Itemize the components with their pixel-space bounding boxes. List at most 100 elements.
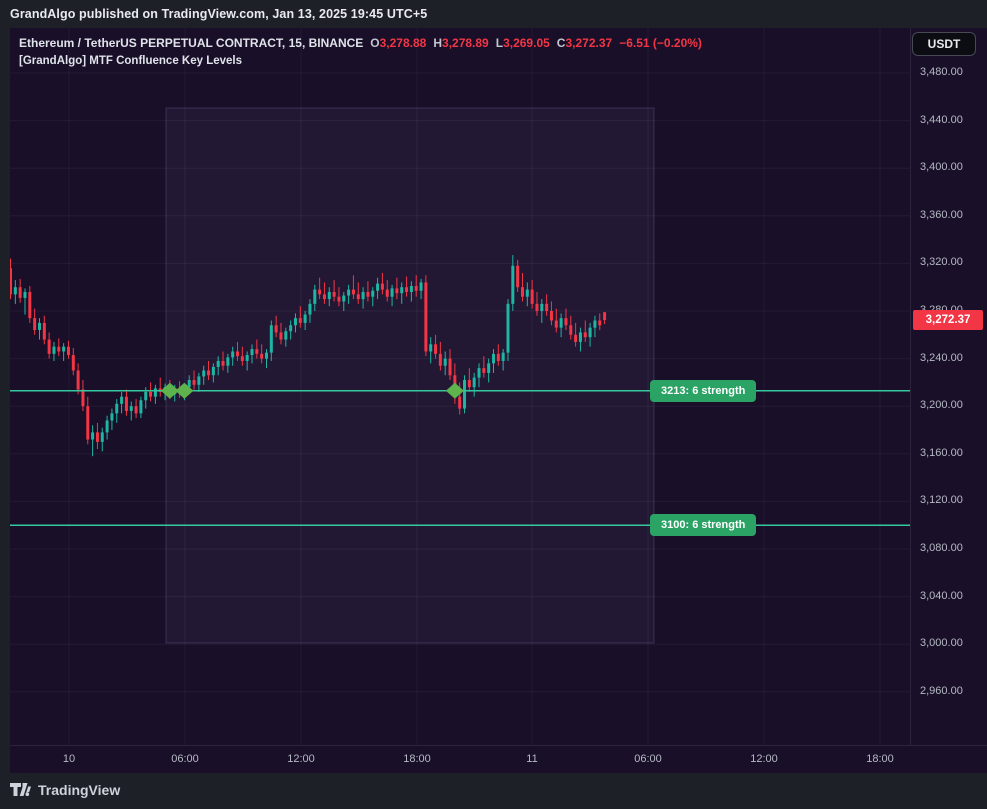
candle-body-up	[115, 403, 119, 414]
price-tick-label: 3,080.00	[920, 542, 963, 554]
candle-body-up	[376, 283, 380, 291]
candle-body-up	[588, 327, 592, 338]
candle-body-down	[279, 332, 283, 340]
candle-body-up	[144, 391, 148, 401]
candle-body-down	[351, 289, 355, 295]
candle-body-up	[13, 287, 17, 295]
candle-body-up	[525, 289, 529, 297]
time-tick-label: 11	[526, 753, 538, 765]
candle-body-up	[419, 282, 423, 291]
candle-body-down	[57, 346, 61, 352]
candle-body-down	[535, 303, 539, 311]
price-axis[interactable]: 3,272.37 3,480.00 3,440.00 3,400.00 3,360.0…	[910, 28, 987, 745]
key-level-label: 3100: 6 strength	[650, 514, 757, 537]
candle-body-down	[458, 396, 462, 409]
candle-body-down	[260, 353, 264, 359]
time-axis[interactable]: 10 06:00 12:00 18:00 11 06:00 12:00 18:00	[10, 745, 987, 773]
candle-body-up	[269, 325, 273, 353]
candle-body-up	[390, 288, 394, 297]
time-tick-label: 18:00	[866, 753, 894, 765]
candle-body-up	[308, 303, 312, 315]
candle-body-up	[540, 303, 544, 311]
time-tick-label: 18:00	[403, 753, 431, 765]
candle-body-down	[356, 294, 360, 300]
candle-body-down	[337, 296, 341, 302]
candle-body-up	[129, 406, 133, 411]
candle-body-up	[463, 380, 467, 409]
candle-body-down	[583, 332, 587, 338]
candle-body-down	[255, 349, 259, 354]
candle-body-up	[231, 351, 235, 358]
candle-body-up	[443, 358, 447, 366]
candle-body-up	[211, 366, 215, 376]
time-tick-label: 06:00	[634, 753, 662, 765]
time-tick-label: 10	[62, 753, 76, 765]
tradingview-link[interactable]: TradingView	[10, 782, 120, 798]
candle-body-up	[409, 286, 413, 292]
price-tick-label: 3,200.00	[920, 399, 963, 412]
candle-body-up	[313, 289, 317, 304]
candle-body-down	[149, 391, 153, 397]
highlight-region	[165, 107, 655, 644]
candle-body-up	[105, 420, 109, 433]
candle-body-down	[221, 360, 225, 366]
candle-body-down	[240, 356, 244, 361]
candle-body-up	[110, 413, 114, 421]
candle-body-up	[250, 349, 254, 356]
candle-body-up	[477, 368, 481, 378]
candle-body-up	[506, 303, 510, 353]
candle-body-down	[124, 396, 128, 411]
candle-body-down	[380, 283, 384, 290]
candle-body-down	[520, 287, 524, 297]
candle-body-down	[42, 322, 46, 340]
price-tick-label: 3,440.00	[920, 113, 963, 126]
candle-body-up	[501, 352, 505, 361]
tradingview-wordmark: TradingView	[38, 782, 121, 798]
candle-body-up	[202, 370, 206, 377]
candle-body-up	[100, 432, 104, 442]
candle-body-up	[23, 291, 27, 298]
price-tick-label: 3,400.00	[920, 161, 963, 174]
candle-body-down	[322, 294, 326, 300]
candle-body-up	[559, 318, 563, 328]
candle-body-up	[245, 355, 249, 361]
candle-body-up	[511, 265, 515, 304]
tradingview-logo-icon	[10, 783, 31, 796]
level-touch-diamond-icon	[160, 382, 179, 399]
candle-body-down	[598, 320, 602, 326]
candle-body-down	[47, 339, 51, 354]
price-tick-label: 3,120.00	[920, 494, 963, 507]
price-tick-label: 3,320.00	[920, 256, 963, 269]
currency-toggle-button[interactable]: USDT	[912, 32, 976, 56]
candle-body-up	[139, 400, 143, 414]
candle-body-down	[424, 282, 428, 352]
chart-plot-area[interactable]: 3213: 6 strength 3100: 6 strength	[10, 28, 910, 745]
candle-body-down	[467, 380, 471, 388]
snapshot-title-bar: GrandAlgo published on TradingView.com, …	[0, 0, 987, 28]
candle-body-down	[448, 358, 452, 376]
price-tick-label: 3,000.00	[920, 637, 963, 650]
candle-body-down	[33, 318, 37, 331]
candle-body-down	[76, 370, 80, 390]
candle-body-down	[207, 370, 211, 376]
price-tick-label: 3,160.00	[920, 446, 963, 459]
chart-panel: Ethereum / TetherUS PERPETUAL CONTRACT, …	[10, 28, 987, 773]
candle-body-up	[264, 352, 268, 359]
candle-body-up	[327, 291, 331, 300]
level-touch-diamond-icon	[445, 382, 464, 399]
candle-body-up	[187, 380, 191, 388]
candle-body-down	[395, 288, 399, 294]
candle-body-up	[153, 388, 157, 397]
candle-body-down	[496, 353, 500, 361]
candle-body-up	[371, 290, 375, 297]
candle-body-down	[482, 368, 486, 373]
candle-body-down	[405, 287, 409, 292]
candle-body-down	[603, 312, 607, 321]
candle-body-up	[120, 396, 124, 404]
time-tick-label: 06:00	[171, 753, 199, 765]
candle-body-up	[62, 346, 66, 352]
candle-body-up	[289, 325, 293, 332]
candle-body-down	[28, 291, 32, 319]
last-price-label: 3,272.37	[913, 310, 983, 331]
